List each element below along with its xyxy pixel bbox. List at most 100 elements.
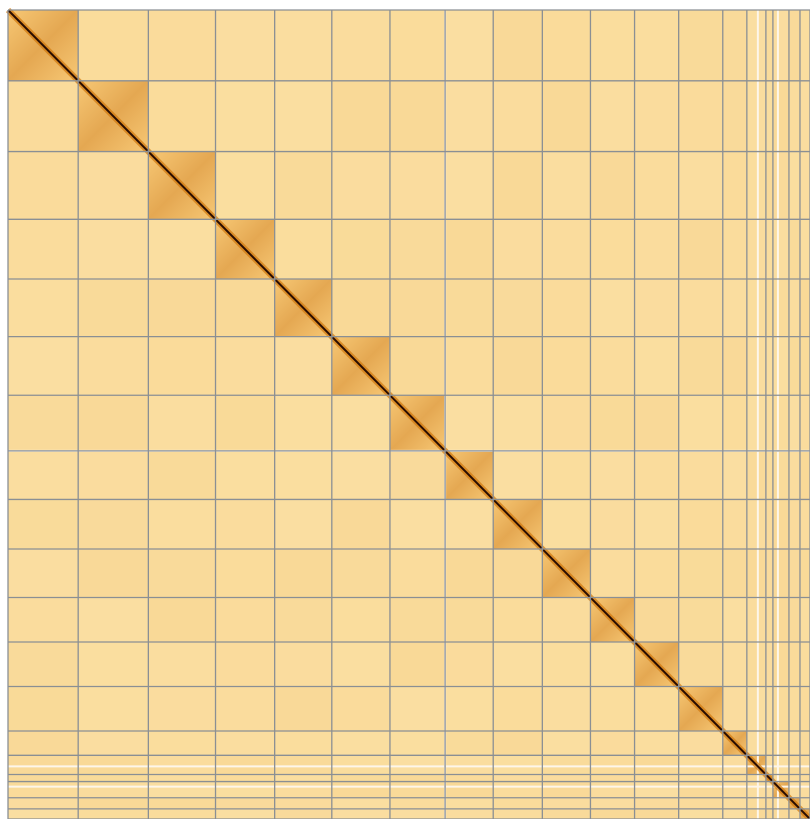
contact-cell: [493, 151, 543, 220]
contact-cell: [765, 597, 773, 643]
contact-cell: [445, 395, 494, 451]
contact-cell: [746, 336, 766, 396]
contact-cell: [788, 10, 800, 81]
contact-cell: [590, 219, 635, 279]
contact-cell: [799, 755, 810, 775]
contact-cell: [722, 278, 747, 337]
contact-cell: [8, 450, 79, 500]
contact-cell: [331, 548, 390, 598]
contact-cell: [788, 278, 800, 337]
contact-cell: [678, 642, 723, 687]
contact-cell: [445, 755, 494, 775]
contact-cell: [722, 336, 747, 396]
contact-cell: [542, 278, 591, 337]
contact-cell: [788, 336, 800, 396]
contact-cell: [331, 686, 390, 732]
contact-cell: [765, 808, 773, 819]
contact-cell: [148, 597, 216, 643]
contact-cell: [542, 808, 591, 819]
contact-cell: [389, 686, 446, 732]
contact-cell: [542, 151, 591, 220]
contact-cell: [746, 278, 766, 337]
contact-cell: [78, 151, 149, 220]
contact-cell: [148, 808, 216, 819]
contact-cell: [765, 499, 773, 549]
contact-cell: [389, 755, 446, 775]
contact-cell: [746, 395, 766, 451]
contact-cell: [799, 642, 810, 687]
contact-cell: [148, 755, 216, 775]
contact-cell: [331, 278, 390, 337]
contact-cell: [493, 642, 543, 687]
contact-cell: [8, 499, 79, 549]
contact-cell: [722, 548, 747, 598]
contact-cell: [799, 395, 810, 451]
contact-cell: [634, 219, 679, 279]
contact-cell: [634, 755, 679, 775]
contact-cell: [493, 774, 543, 782]
contact-cell: [274, 548, 332, 598]
contact-cell: [445, 642, 494, 687]
contact-cell: [772, 731, 789, 756]
contact-cell: [274, 774, 332, 782]
contact-cell: [678, 808, 723, 819]
contact-cell: [788, 731, 800, 756]
contact-cell: [148, 797, 216, 809]
contact-cell: [788, 774, 800, 782]
contact-cell: [799, 278, 810, 337]
contact-cell: [634, 597, 679, 643]
contact-cell: [590, 686, 635, 732]
contact-cell: [765, 797, 773, 809]
contact-cell: [542, 686, 591, 732]
contact-cell: [215, 642, 275, 687]
contact-cell: [590, 395, 635, 451]
contact-cell: [772, 10, 789, 81]
contact-cell: [274, 499, 332, 549]
contact-cell: [772, 755, 789, 775]
contact-cell: [590, 450, 635, 500]
contact-cell: [331, 450, 390, 500]
contact-cell: [445, 774, 494, 782]
contact-cell: [799, 731, 810, 756]
contact-cell: [8, 278, 79, 337]
contact-cell: [331, 755, 390, 775]
contact-cell: [8, 548, 79, 598]
contact-cell: [678, 278, 723, 337]
contact-cell: [445, 336, 494, 396]
contact-cell: [331, 80, 390, 152]
contact-cell: [389, 80, 446, 152]
contact-cell: [590, 499, 635, 549]
contact-cell: [765, 151, 773, 220]
contact-cell: [678, 548, 723, 598]
contact-cell: [542, 450, 591, 500]
contact-cell: [799, 151, 810, 220]
contact-cell: [765, 395, 773, 451]
contact-cell: [722, 219, 747, 279]
contact-cell: [788, 597, 800, 643]
contact-cell: [215, 597, 275, 643]
contact-cell: [148, 781, 216, 798]
contact-cell: [722, 781, 747, 798]
contact-cell: [274, 642, 332, 687]
contact-cell: [746, 151, 766, 220]
contact-cell: [799, 686, 810, 732]
contact-cell: [274, 731, 332, 756]
contact-cell: [78, 774, 149, 782]
contact-cell: [215, 731, 275, 756]
contact-cell: [215, 80, 275, 152]
contact-cell: [772, 808, 789, 819]
contact-cell: [389, 450, 446, 500]
contact-cell: [722, 755, 747, 775]
contact-cell: [772, 548, 789, 598]
contact-cell: [445, 731, 494, 756]
contact-cell: [542, 597, 591, 643]
contact-cell: [274, 336, 332, 396]
contact-cell: [78, 219, 149, 279]
contact-cell: [389, 151, 446, 220]
contact-cell: [445, 808, 494, 819]
contact-cell: [215, 10, 275, 81]
contact-cell: [788, 395, 800, 451]
contact-cell: [788, 151, 800, 220]
contact-cell: [722, 797, 747, 809]
